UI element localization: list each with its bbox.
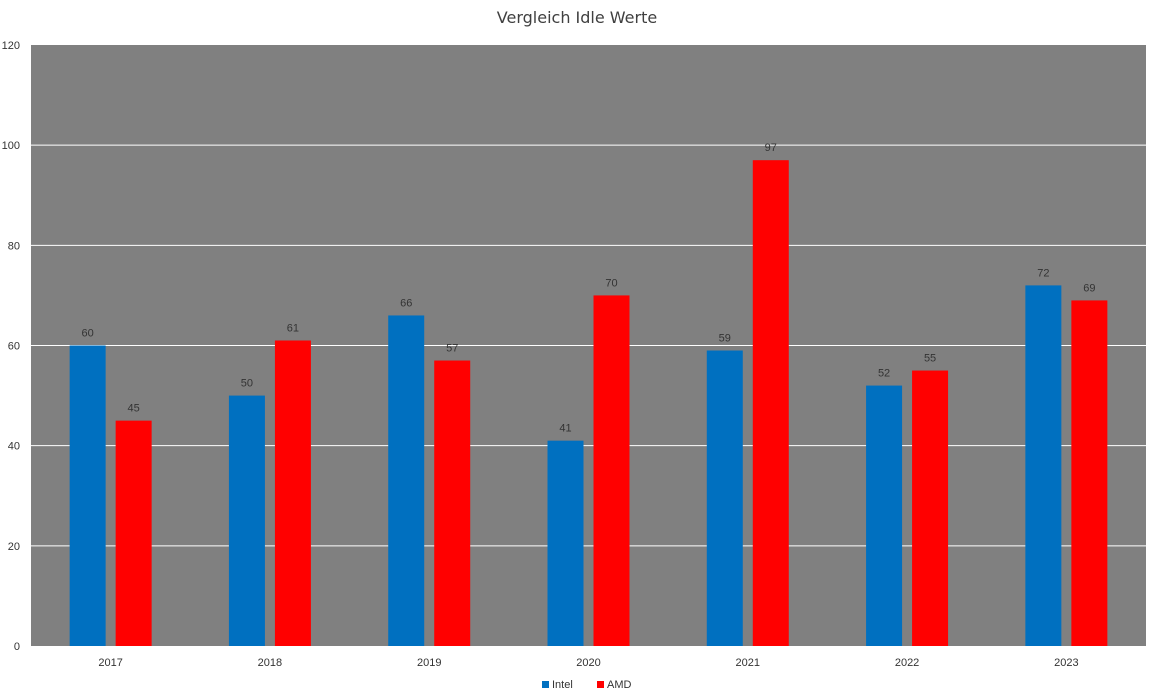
y-tick-label: 20: [8, 541, 20, 553]
y-tick-label: 120: [2, 40, 20, 52]
x-axis: 2017 2018 2019 2020 2021 2022 2023: [98, 657, 1078, 669]
bar-intel-2023: [1025, 285, 1062, 646]
data-label: 66: [400, 297, 412, 309]
legend-swatch-intel: [542, 681, 549, 688]
bar-intel-2019: [388, 315, 425, 646]
data-label: 45: [128, 403, 140, 415]
data-label: 60: [82, 328, 94, 340]
legend: Intel AMD: [542, 679, 632, 691]
data-label: 55: [924, 353, 936, 365]
bar-intel-2018: [228, 395, 265, 646]
legend-swatch-amd: [597, 681, 604, 688]
bar-amd-2023: [1071, 300, 1108, 646]
x-tick-label: 2021: [736, 657, 760, 669]
bar-amd-2019: [434, 360, 471, 646]
bar-intel-2022: [866, 385, 903, 646]
y-tick-label: 40: [8, 441, 20, 453]
bar-amd-2020: [593, 295, 630, 646]
bar-intel-2017: [69, 345, 106, 646]
y-axis: 0 20 40 60 80 100 120: [2, 40, 20, 653]
bar-amd-2022: [912, 370, 949, 646]
bar-amd-2021: [752, 160, 789, 647]
legend-label-amd: AMD: [607, 679, 632, 691]
x-tick-label: 2018: [258, 657, 282, 669]
data-label: 59: [719, 333, 731, 345]
data-label: 41: [559, 423, 571, 435]
data-label: 72: [1037, 267, 1049, 279]
data-label: 97: [765, 142, 777, 154]
y-tick-label: 60: [8, 341, 20, 353]
data-label: 52: [878, 368, 890, 380]
x-tick-label: 2023: [1054, 657, 1078, 669]
y-tick-label: 100: [2, 140, 20, 152]
data-label: 57: [446, 343, 458, 355]
data-labels: 60 45 50 61 66 57 41 70 59 97 52 55 72 69: [82, 142, 1096, 434]
x-tick-label: 2020: [576, 657, 600, 669]
bar-intel-2020: [547, 440, 584, 646]
gridlines: [31, 144, 1146, 547]
x-tick-label: 2019: [417, 657, 441, 669]
y-tick-label: 0: [14, 641, 20, 653]
data-label: 69: [1083, 282, 1095, 294]
bar-intel-2021: [706, 350, 743, 646]
bars: [69, 160, 1108, 647]
legend-label-intel: Intel: [552, 679, 573, 691]
data-label: 50: [241, 378, 253, 390]
bar-amd-2017: [115, 420, 152, 646]
x-tick-label: 2022: [895, 657, 919, 669]
x-tick-label: 2017: [98, 657, 122, 669]
y-tick-label: 80: [8, 240, 20, 252]
data-label: 61: [287, 322, 299, 334]
data-label: 70: [605, 277, 617, 289]
bar-amd-2018: [274, 340, 311, 646]
chart-title: Vergleich Idle Werte: [497, 8, 657, 27]
